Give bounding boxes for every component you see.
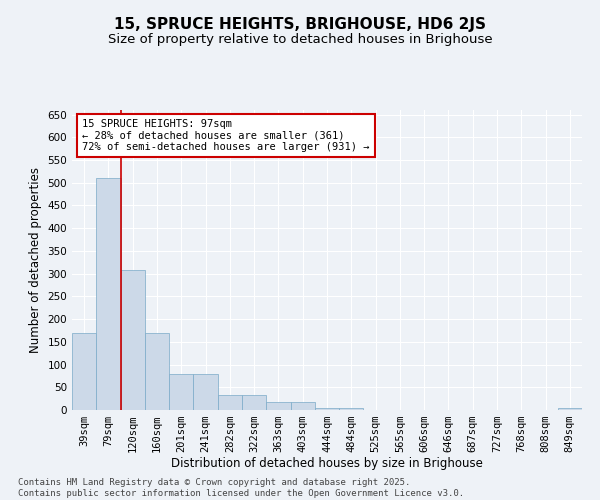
Bar — [315, 408, 339, 410]
Bar — [121, 270, 145, 410]
Bar — [558, 408, 582, 410]
Text: Contains HM Land Registry data © Crown copyright and database right 2025.
Contai: Contains HM Land Registry data © Crown c… — [18, 478, 464, 498]
Bar — [169, 374, 193, 410]
Bar — [266, 402, 290, 410]
Text: 15 SPRUCE HEIGHTS: 97sqm
← 28% of detached houses are smaller (361)
72% of semi-: 15 SPRUCE HEIGHTS: 97sqm ← 28% of detach… — [82, 119, 370, 152]
Text: Size of property relative to detached houses in Brighouse: Size of property relative to detached ho… — [107, 32, 493, 46]
Bar — [290, 402, 315, 410]
Bar — [72, 332, 96, 410]
Bar — [242, 395, 266, 410]
X-axis label: Distribution of detached houses by size in Brighouse: Distribution of detached houses by size … — [171, 456, 483, 469]
Bar — [339, 408, 364, 410]
Bar — [193, 374, 218, 410]
Bar — [218, 395, 242, 410]
Bar — [96, 178, 121, 410]
Bar — [145, 332, 169, 410]
Text: 15, SPRUCE HEIGHTS, BRIGHOUSE, HD6 2JS: 15, SPRUCE HEIGHTS, BRIGHOUSE, HD6 2JS — [114, 18, 486, 32]
Y-axis label: Number of detached properties: Number of detached properties — [29, 167, 42, 353]
